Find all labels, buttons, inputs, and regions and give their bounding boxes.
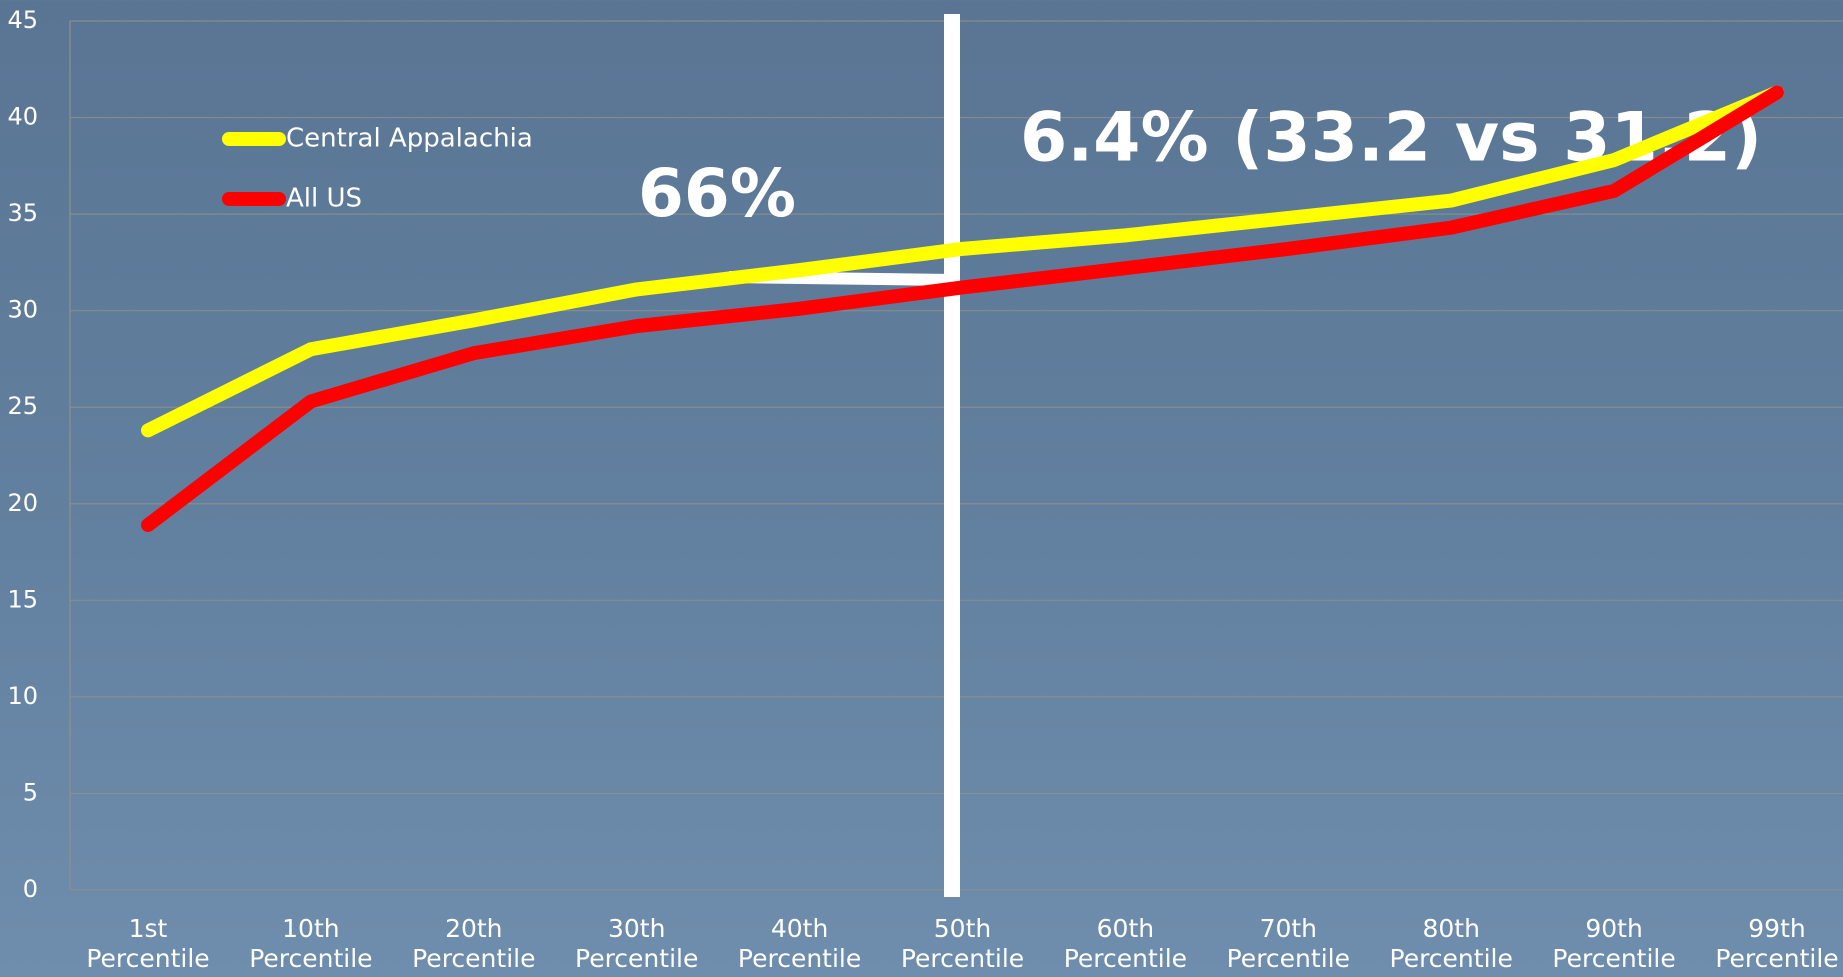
y-tick-label: 10 xyxy=(7,682,38,710)
y-tick-label: 20 xyxy=(7,489,38,517)
x-tick-label: 20th Percentile xyxy=(412,914,536,973)
x-tick-label: 80th Percentile xyxy=(1389,914,1513,973)
y-tick-label: 0 xyxy=(23,875,38,903)
y-tick-label: 25 xyxy=(7,392,38,420)
y-tick-label: 15 xyxy=(7,585,38,613)
x-tick-label: 50th Percentile xyxy=(900,914,1025,973)
x-tick-label: 1st Percentile xyxy=(86,914,210,973)
x-tick-label: 10th Percentile xyxy=(249,914,373,973)
y-tick-label: 30 xyxy=(7,296,38,324)
x-tick-label: 90th Percentile xyxy=(1552,914,1676,973)
y-tick-label: 5 xyxy=(23,778,38,806)
x-tick-label: 70th Percentile xyxy=(1226,914,1350,973)
annotation: 6.4% (33.2 vs 31.2) xyxy=(1020,99,1762,178)
x-tick-label: 40th Percentile xyxy=(737,914,862,973)
series-line xyxy=(141,85,1784,438)
legend-label: Central Appalachia xyxy=(286,124,533,154)
annotation: 66% xyxy=(638,155,796,232)
x-tick-label: 30th Percentile xyxy=(575,914,699,973)
y-tick-label: 45 xyxy=(7,6,38,34)
y-tick-label: 40 xyxy=(7,103,38,131)
series-line xyxy=(141,85,1784,533)
x-tick-label: 60th Percentile xyxy=(1063,914,1188,973)
y-tick-label: 35 xyxy=(7,199,38,227)
legend-label: All US xyxy=(286,184,362,214)
x-tick-label: 99th Percentile xyxy=(1715,914,1839,973)
